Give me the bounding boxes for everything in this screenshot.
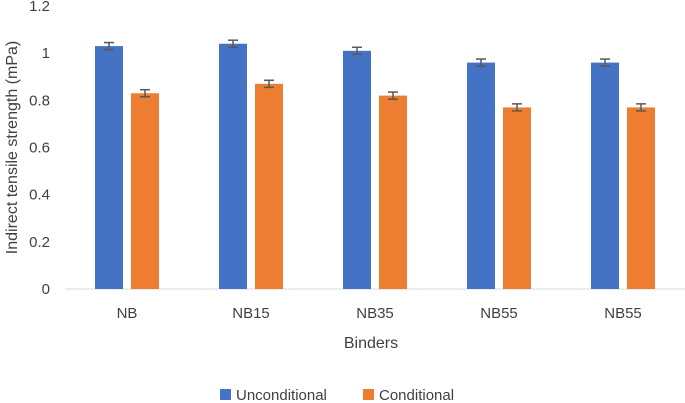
- bar-unconditional-nb55: [467, 62, 495, 289]
- error-bar: [388, 91, 398, 100]
- legend-label-conditional: Conditional: [379, 387, 454, 403]
- y-tick-label: 0.6: [29, 140, 50, 157]
- error-bar: [264, 79, 274, 89]
- error-bar: [140, 88, 150, 98]
- y-tick-label: 0.4: [29, 187, 50, 204]
- legend-swatch-unconditional: [220, 389, 231, 400]
- error-bar: [512, 103, 522, 112]
- x-tick-label: NB55: [604, 305, 642, 322]
- error-bar: [636, 103, 646, 112]
- error-bar: [104, 41, 114, 51]
- y-axis-title: Indirect tensile strength (mPa): [4, 41, 21, 254]
- x-tick-label: NB: [117, 305, 138, 322]
- y-tick-label: 1.2: [29, 0, 50, 15]
- y-tick-label: 0: [42, 281, 50, 298]
- y-axis-ticks: 0 0.2 0.4 0.6 0.8 1 1.2: [29, 0, 50, 298]
- bars-group: [95, 39, 655, 290]
- error-bar: [476, 58, 486, 67]
- bar-unconditional-nb15: [219, 43, 247, 289]
- x-tick-label: NB35: [356, 305, 394, 322]
- legend: Unconditional Conditional: [220, 387, 454, 403]
- bar-conditional-nb35: [379, 95, 407, 289]
- bar-conditional-nb55: [503, 107, 531, 290]
- x-tick-label: NB15: [232, 305, 270, 322]
- bar-unconditional-nb: [95, 46, 123, 289]
- error-bar: [600, 58, 610, 67]
- error-bar: [352, 46, 362, 56]
- x-tick-label: NB55: [480, 305, 518, 322]
- bar-conditional-nb: [131, 93, 159, 289]
- bar-unconditional-nb35: [343, 50, 371, 289]
- bar-conditional-nb15: [255, 83, 283, 289]
- y-tick-label: 0.8: [29, 92, 50, 109]
- bar-conditional-nb55: [627, 107, 655, 290]
- bar-unconditional-nb55: [591, 62, 619, 289]
- y-tick-label: 1: [42, 45, 50, 62]
- y-tick-label: 0.2: [29, 234, 50, 251]
- error-bar: [228, 39, 238, 49]
- legend-label-unconditional: Unconditional: [236, 387, 327, 403]
- x-axis-title: Binders: [344, 335, 398, 352]
- legend-swatch-conditional: [363, 389, 374, 400]
- x-axis-ticks: NB NB15 NB35 NB55 NB55: [117, 305, 642, 322]
